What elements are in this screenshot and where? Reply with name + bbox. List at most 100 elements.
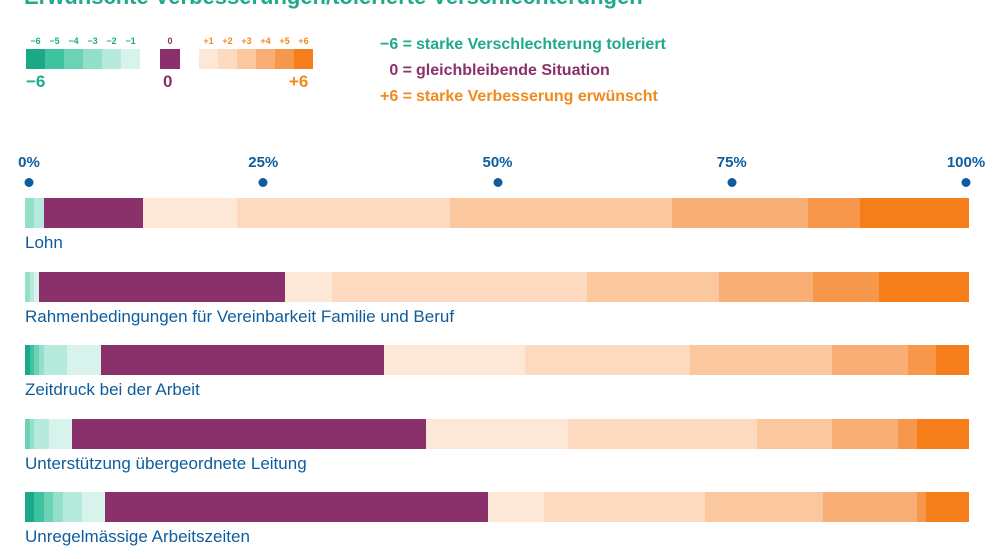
x-tick-label: 100% <box>946 154 986 171</box>
legend-swatch <box>83 49 102 69</box>
legend-swatch <box>102 49 121 69</box>
bar-segment <box>586 271 719 302</box>
bar-segment <box>43 345 68 375</box>
bar-segment <box>917 418 969 449</box>
legend-scale-label: +4 <box>260 36 271 46</box>
category-label: Zeitdruck bei der Arbeit <box>25 380 200 399</box>
legend-swatch <box>45 49 64 69</box>
x-tick-dot <box>493 178 502 187</box>
bar-segment <box>48 418 73 449</box>
legend-zero-swatch <box>160 49 180 69</box>
legend-negative-swatches <box>26 49 140 69</box>
bar-segment <box>81 492 106 522</box>
legend-scale-label: −4 <box>68 36 79 46</box>
category-label: Lohn <box>25 233 63 252</box>
bar-segment <box>926 492 969 522</box>
bar-segment <box>284 271 332 302</box>
x-tick-label: 75% <box>716 154 747 171</box>
legend-positive-swatches <box>199 49 313 69</box>
legend-zero-scale-label: 0 <box>167 36 173 46</box>
bar-segment <box>29 271 35 302</box>
bar-segment <box>544 492 705 522</box>
bar-segment <box>25 418 30 449</box>
legend-scale-label: −2 <box>106 36 117 46</box>
legend-swatch <box>218 49 237 69</box>
bar-segment <box>25 271 30 302</box>
bar-segment <box>449 198 672 228</box>
x-tick-label: 25% <box>248 154 279 171</box>
legend-scale-label: −5 <box>49 36 60 46</box>
bar-segment <box>34 271 40 302</box>
legend-explanation-text: starke Verschlechterung toleriert <box>416 36 666 53</box>
bar-segment <box>53 492 63 522</box>
stacked-bar <box>25 198 969 228</box>
legend-swatch <box>237 49 256 69</box>
bar-segment <box>860 198 969 228</box>
x-tick-label: 50% <box>482 154 513 171</box>
bar-segment <box>567 418 757 449</box>
legend-swatch <box>199 49 218 69</box>
bar-segment <box>331 271 587 302</box>
bar-segment <box>704 492 823 522</box>
legend-explanation-text: gleichbleibende Situation <box>416 62 610 79</box>
legend-scale-label: +3 <box>241 36 252 46</box>
legend-scale-label: +1 <box>203 36 214 46</box>
bar-segment <box>25 345 30 375</box>
stacked-bar <box>25 418 969 449</box>
legend-explanation-text: starke Verbesserung erwünscht <box>416 88 658 105</box>
bar-segment <box>25 198 35 228</box>
legend-swatch <box>294 49 313 69</box>
bar-segment <box>879 271 969 302</box>
bar-segment <box>487 492 545 522</box>
legend-negative-scale-labels: −6 −5 −4 −3 −2 −1 <box>26 36 140 46</box>
bar-segment <box>237 198 450 228</box>
bar-segment <box>525 345 691 375</box>
bar-segment <box>34 492 44 522</box>
legend-explanation: −6 = starke Verschlechterung toleriert <box>362 36 666 54</box>
legend-swatch <box>26 49 45 69</box>
bar-segment <box>813 271 880 302</box>
legend-explanation-code: −6 = <box>379 36 412 53</box>
bar-segment <box>426 418 568 449</box>
bar-segment <box>756 418 833 449</box>
bar-segment <box>718 271 814 302</box>
legend-scale-label: +2 <box>222 36 233 46</box>
legend-negative-end-label: −6 <box>26 72 46 91</box>
bar-segment <box>39 271 285 302</box>
legend-explanation-code: +6 = <box>379 88 412 105</box>
bar-segment <box>917 492 927 522</box>
legend-explanation: 0 = gleichbleibende Situation <box>362 62 610 80</box>
bar-segment <box>671 198 809 228</box>
category-label: Rahmenbedingungen für Vereinbarkeit Fami… <box>25 306 455 326</box>
legend-explanation: +6 = starke Verbesserung erwünscht <box>362 88 658 106</box>
legend-scale-label: −3 <box>87 36 98 46</box>
stacked-bar <box>25 271 969 302</box>
bar-segment <box>690 345 833 375</box>
bar-segment <box>100 345 384 375</box>
legend-swatch <box>256 49 275 69</box>
bar-segment <box>34 418 49 449</box>
stacked-bar <box>25 492 969 522</box>
legend-explanation-code: 0 = <box>389 62 412 79</box>
x-tick-dot <box>258 178 268 187</box>
bar-segment <box>39 345 44 375</box>
bar-segment <box>25 492 35 522</box>
legend-zero-end-label: 0 <box>163 72 173 91</box>
bar-segment <box>907 345 936 375</box>
bar-segment <box>43 198 143 228</box>
legend-swatch <box>160 49 180 69</box>
x-tick-dot <box>24 178 34 187</box>
legend-scale-label: +5 <box>279 36 290 46</box>
bar-segment <box>832 418 899 449</box>
legend-swatch <box>64 49 83 69</box>
legend-scale-label: −1 <box>125 36 136 46</box>
bar-segment <box>105 492 488 522</box>
bar-segment <box>43 492 54 522</box>
bar-segment <box>822 492 918 522</box>
bar-segment <box>808 198 861 228</box>
x-tick-label: 0% <box>18 154 40 171</box>
bar-segment <box>29 345 35 375</box>
stacked-bar <box>25 345 969 375</box>
category-label: Unterstützung übergeordnete Leitung <box>25 453 307 473</box>
bar-segment <box>898 418 918 449</box>
